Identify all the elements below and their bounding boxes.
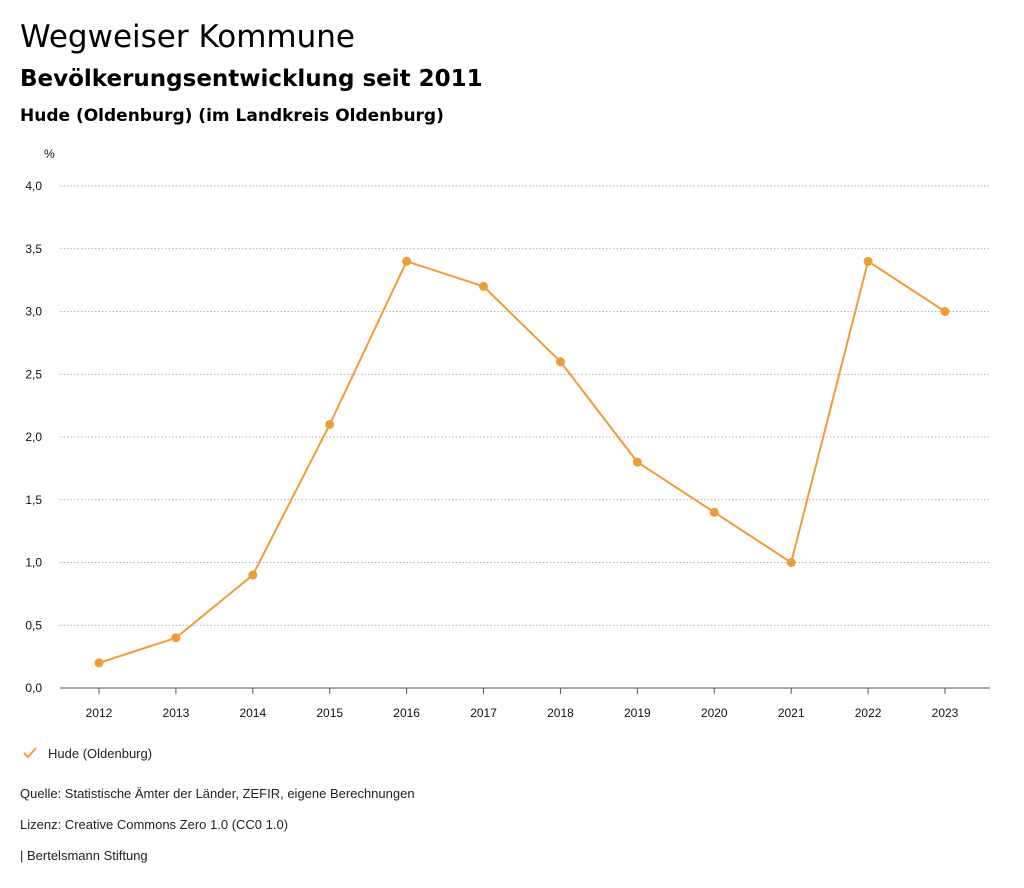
- data-point: [709, 507, 719, 517]
- data-point: [479, 281, 489, 291]
- y-axis-unit-label: %: [44, 147, 55, 161]
- x-tick-label: 2023: [932, 706, 959, 720]
- y-tick-label: 4,0: [25, 179, 42, 193]
- legend[interactable]: Hude (Oldenburg): [22, 745, 152, 761]
- data-point: [248, 570, 258, 580]
- x-tick-label: 2016: [393, 706, 420, 720]
- y-tick-label: 1,0: [25, 556, 42, 570]
- x-tick-label: 2017: [470, 706, 497, 720]
- data-point: [171, 633, 181, 643]
- y-tick-label: 3,5: [25, 242, 42, 256]
- x-tick-label: 2013: [163, 706, 190, 720]
- check-icon: [23, 747, 37, 759]
- data-point: [940, 307, 950, 316]
- y-tick-label: 2,5: [25, 367, 42, 381]
- legend-label: Hude (Oldenburg): [48, 745, 153, 761]
- data-point: [786, 558, 796, 567]
- data-point: [632, 457, 642, 467]
- x-tick-label: 2015: [316, 706, 343, 720]
- data-point: [325, 419, 335, 429]
- data-point: [94, 658, 104, 668]
- page-title: Wegweiser Kommune: [20, 19, 355, 55]
- x-tick-label: 2022: [855, 706, 882, 720]
- chart-subtitle: Bevölkerungsentwicklung seit 2011: [20, 66, 483, 92]
- data-point: [555, 357, 565, 367]
- data-point: [402, 256, 412, 266]
- x-tick-label: 2020: [701, 706, 728, 720]
- license-note: Lizenz: Creative Commons Zero 1.0 (CC0 1…: [20, 817, 289, 832]
- source-note: Quelle: Statistische Ämter der Länder, Z…: [20, 786, 415, 801]
- y-tick-label: 3,0: [25, 305, 42, 319]
- line-chart: % 0,0 0,5 1,0 1,5 2,0 2,5 3,0 3,5 4,0 2012 2013 2014…: [25, 147, 990, 720]
- region-label: Hude (Oldenburg) (im Landkreis Oldenburg…: [20, 106, 444, 126]
- y-tick-label: 1,5: [25, 493, 42, 507]
- x-tick-label: 2018: [547, 706, 574, 720]
- data-point: [863, 256, 873, 266]
- y-tick-label: 2,0: [25, 430, 42, 444]
- x-tick-label: 2012: [86, 706, 113, 720]
- y-tick-label: 0,0: [25, 681, 42, 695]
- x-tick-label: 2014: [239, 706, 266, 720]
- x-tick-label: 2021: [778, 706, 805, 720]
- x-tick-label: 2019: [624, 706, 651, 720]
- publisher-note: | Bertelsmann Stiftung: [20, 848, 148, 863]
- y-tick-label: 0,5: [25, 618, 42, 632]
- series-line: [98, 260, 946, 664]
